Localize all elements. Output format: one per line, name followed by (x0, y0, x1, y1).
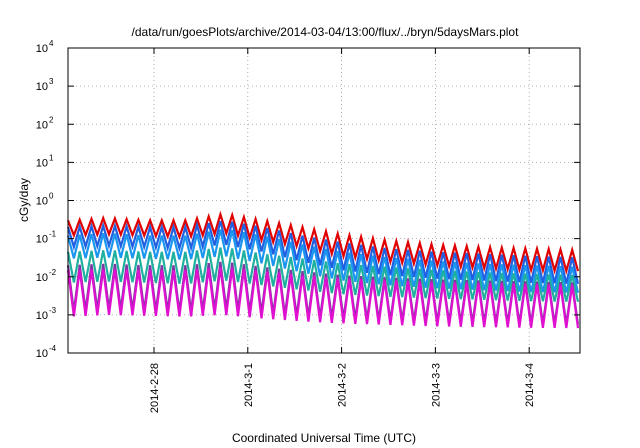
y-tick-label: 10 (36, 272, 48, 284)
x-tick-label: 2014-3-3 (430, 363, 442, 407)
y-tick-label: 10 (36, 119, 48, 131)
y-tick-exponent: 0 (49, 192, 54, 201)
y-tick-exponent: 2 (49, 115, 54, 124)
series-line (66, 210, 580, 276)
y-tick-exponent: 3 (49, 77, 54, 86)
y-tick-label: 10 (36, 157, 48, 169)
x-tick-label: 2014-3-1 (243, 363, 255, 407)
x-tick-label: 2014-3-2 (337, 363, 349, 407)
x-tick-label: 2014-3-4 (524, 363, 536, 407)
y-tick-exponent: -3 (49, 306, 57, 315)
chart-title: /data/run/goesPlots/archive/2014-03-04/1… (132, 25, 520, 39)
y-tick-exponent: -2 (49, 268, 57, 277)
series-line (66, 247, 580, 303)
y-tick-label: 10 (36, 81, 48, 93)
x-tick-label: 2014-2-28 (149, 363, 161, 413)
series-line (66, 267, 580, 329)
series-line (66, 220, 580, 285)
y-tick-label: 10 (36, 43, 48, 55)
y-axis-label: cGy/day (17, 178, 31, 222)
y-tick-exponent: -1 (49, 230, 57, 239)
y-tick-exponent: -4 (49, 344, 57, 353)
y-tick-exponent: 1 (49, 153, 54, 162)
y-tick-label: 10 (36, 310, 48, 322)
y-tick-exponent: 4 (49, 39, 54, 48)
y-tick-label: 10 (36, 196, 48, 208)
y-tick-label: 10 (36, 348, 48, 360)
series-layer (66, 210, 580, 329)
series-line (66, 229, 580, 293)
y-tick-label: 10 (36, 234, 48, 246)
x-tick-labels: 2014-2-28 2014-3-1 2014-3-2 2014-3-3 2014-3-… (149, 363, 536, 413)
ticks (68, 47, 580, 354)
x-axis-label: Coordinated Universal Time (UTC) (232, 431, 416, 445)
